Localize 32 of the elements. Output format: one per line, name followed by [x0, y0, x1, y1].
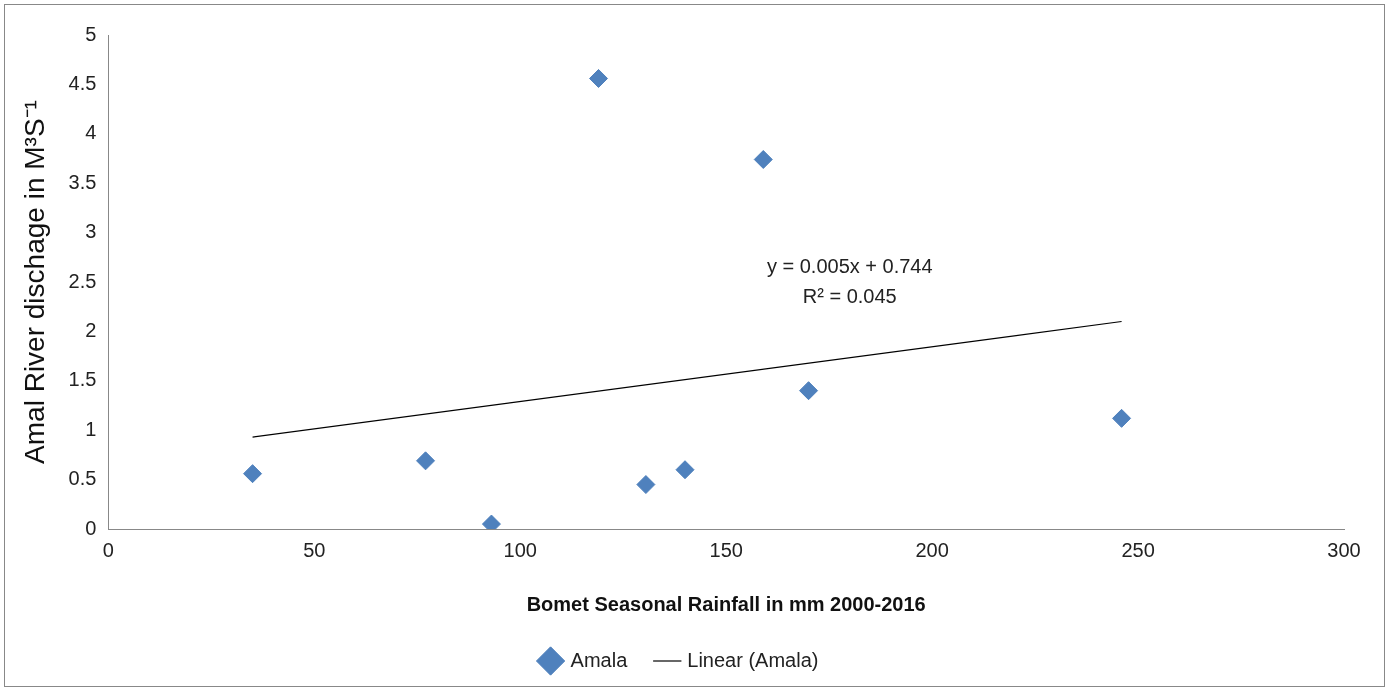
y-tick-label: 1 — [85, 417, 97, 440]
y-tick-label: 4 — [85, 121, 97, 144]
x-tick-label: 50 — [303, 538, 326, 561]
point — [799, 381, 819, 401]
point — [1112, 408, 1132, 428]
point — [243, 464, 263, 484]
y-axis-title: Amal River dischage in M³S⁻¹ — [18, 100, 50, 464]
legend-label: Amala — [570, 648, 629, 671]
point — [753, 149, 773, 169]
y-tick-label: 2 — [85, 318, 97, 341]
point — [636, 475, 656, 495]
annotation: R² = 0.045 — [802, 284, 897, 307]
x-tick-label: 100 — [503, 538, 537, 561]
annotation: y = 0.005x + 0.744 — [766, 254, 933, 277]
x-tick-label: 0 — [102, 538, 114, 561]
point — [416, 451, 436, 471]
y-tick-label: 3.5 — [68, 170, 97, 193]
point — [675, 460, 695, 480]
x-tick-label: 150 — [709, 538, 743, 561]
x-tick-label: 200 — [915, 538, 949, 561]
x-tick-label: 300 — [1327, 538, 1361, 561]
x-tick-label: 250 — [1121, 538, 1155, 561]
y-tick-label: 5 — [85, 22, 97, 45]
y-tick-label: 2.5 — [68, 269, 97, 292]
point — [589, 68, 609, 88]
legend-label: Linear (Amala) — [687, 648, 819, 671]
y-tick-label: 1.5 — [68, 368, 97, 391]
y-tick-label: 4.5 — [68, 71, 97, 94]
x-axis-title: Bomet Seasonal Rainfall in mm 2000-2016 — [526, 592, 926, 615]
y-tick-label: 0 — [85, 516, 97, 539]
y-tick-label: 3 — [85, 220, 97, 243]
y-tick-label: 0.5 — [68, 467, 97, 490]
